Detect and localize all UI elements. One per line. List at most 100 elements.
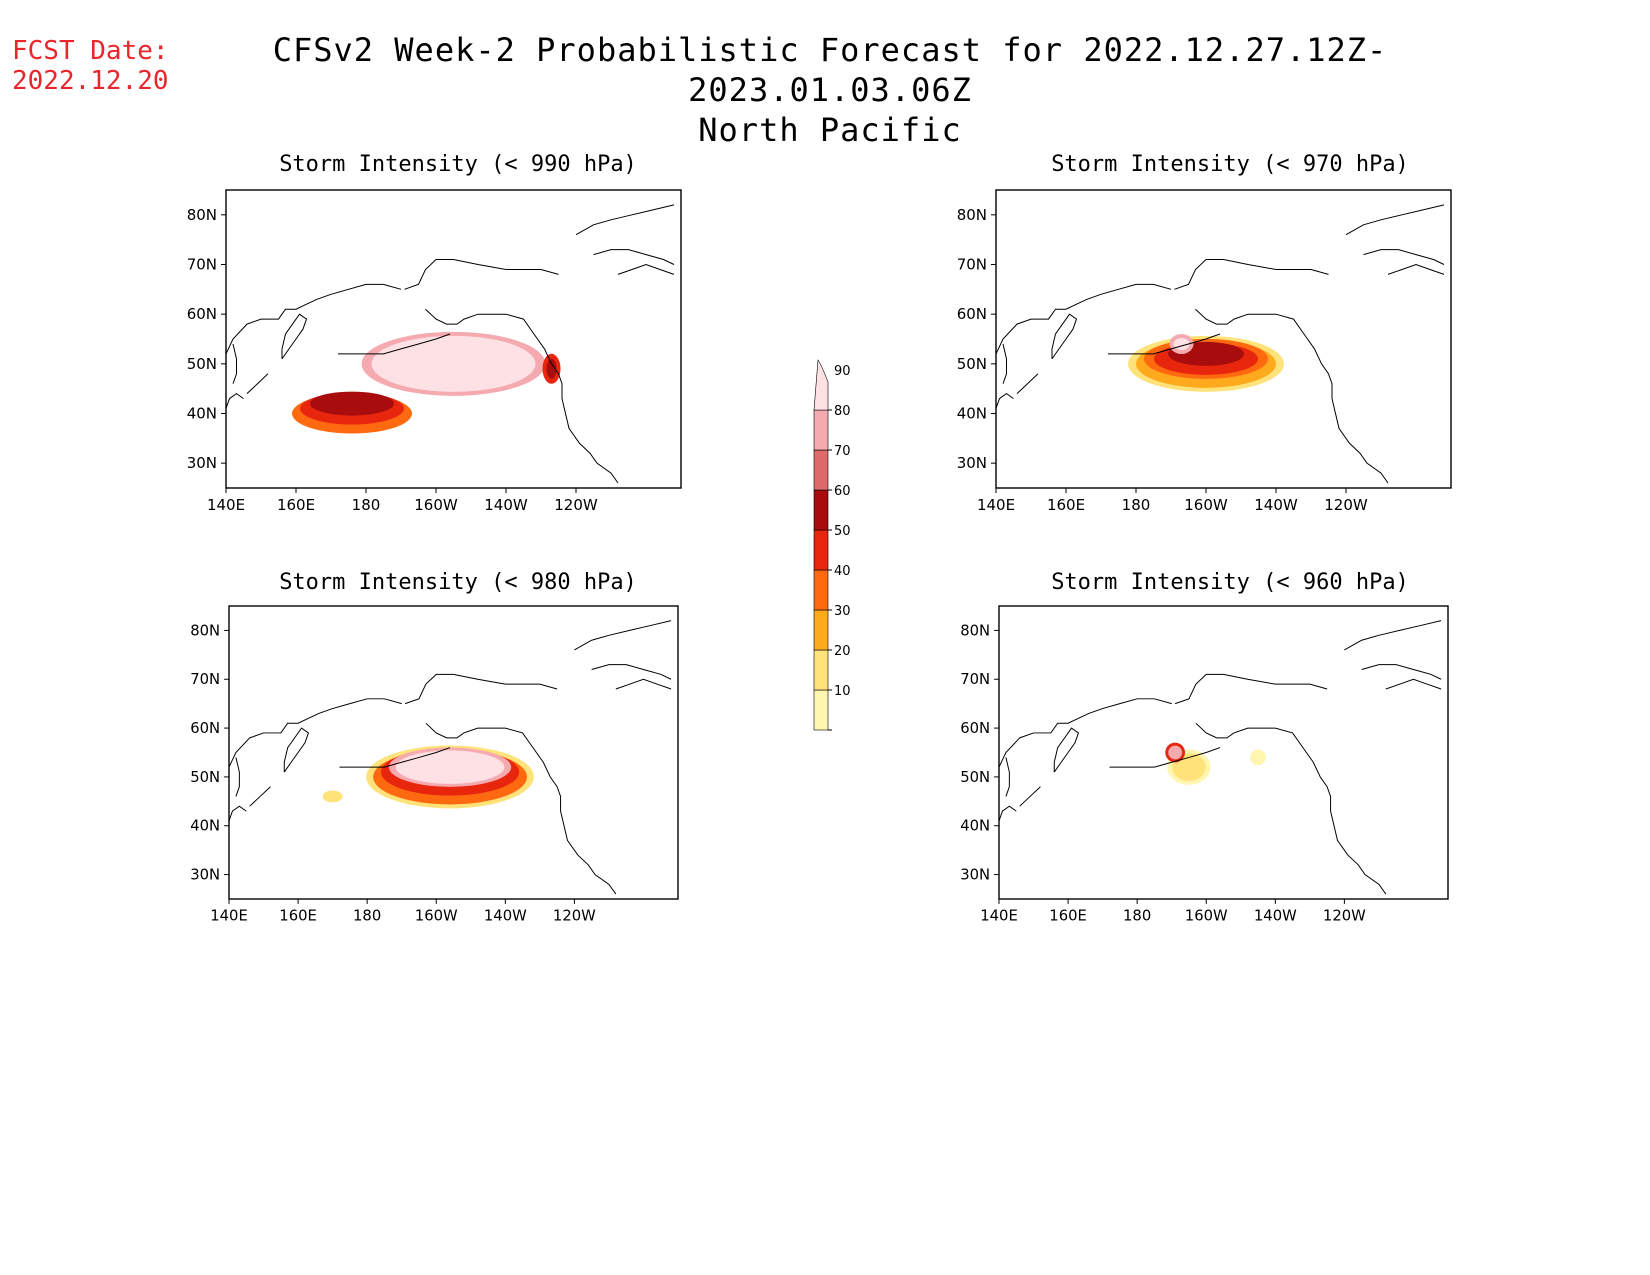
probability-colorbar: 10 20 30 40 50 60 70 80 90	[813, 359, 851, 731]
lon-tick-label: 160E	[1047, 496, 1085, 514]
lon-tick-label: 160W	[1184, 496, 1228, 514]
probability-shading	[322, 745, 534, 809]
forecast-date-block: FCST Date: 2022.12.20	[12, 36, 169, 96]
probability-region	[1250, 749, 1266, 766]
colorbar-label: 20	[834, 644, 851, 659]
colorbar-segment	[813, 689, 829, 731]
lat-tick-label: 50N	[187, 355, 217, 373]
lat-tick-label: 50N	[960, 769, 990, 786]
lat-tick-label: 60N	[957, 305, 987, 323]
coastline-segment	[996, 283, 1172, 355]
coastline-segment	[338, 333, 451, 355]
lon-tick-label: 160W	[415, 908, 458, 925]
lat-tick-label: 30N	[957, 454, 987, 472]
lon-tick-label: 140E	[207, 496, 245, 514]
lon-tick-label: 180	[352, 496, 381, 514]
lat-tick-label: 30N	[960, 867, 990, 884]
lat-tick-label: 80N	[960, 622, 990, 639]
lat-tick-label: 60N	[960, 720, 990, 737]
map-frame	[998, 605, 1449, 900]
coastline-segment	[593, 249, 675, 265]
colorbar-segment	[813, 489, 829, 531]
colorbar-segment	[813, 609, 829, 651]
coastline-segment	[226, 392, 244, 409]
lon-tick-label: 140W	[1254, 496, 1298, 514]
coastline-segment	[229, 698, 402, 768]
coastline-segment	[1005, 757, 1010, 797]
probability-region	[371, 335, 536, 392]
coastline-segment	[232, 343, 237, 384]
lat-tick-label: 40N	[187, 405, 217, 423]
coastline-segment	[1109, 747, 1221, 768]
probability-region	[310, 391, 394, 416]
coastline-segment	[404, 673, 558, 705]
coastline	[999, 620, 1442, 895]
lon-tick-label: 140W	[1254, 908, 1297, 925]
lon-tick-label: 120W	[554, 496, 598, 514]
lon-tick-label: 160E	[1049, 908, 1087, 925]
coastline-segment	[1108, 333, 1221, 355]
colorbar-segment	[813, 359, 829, 411]
lat-tick-label: 40N	[190, 818, 220, 835]
probability-region	[1168, 745, 1183, 760]
colorbar-segment	[813, 409, 829, 451]
map-frame	[225, 189, 682, 489]
probability-shading	[1128, 333, 1284, 392]
probability-region	[546, 358, 557, 379]
coastline-segment	[1051, 313, 1078, 360]
coastline-segment	[249, 786, 271, 807]
colorbar-label: 70	[834, 444, 851, 459]
lat-tick-label: 40N	[960, 818, 990, 835]
lat-tick-label: 70N	[960, 671, 990, 688]
lat-tick-label: 50N	[957, 355, 987, 373]
coastline-segment	[615, 678, 672, 690]
map-panel-960: 140E 160E 180 160W 140W 120W 80N 70N 60N 50N 40N 30…	[960, 605, 1449, 925]
map-frame	[228, 605, 679, 900]
coastline-segment	[1195, 722, 1387, 895]
probability-shading	[292, 331, 561, 434]
probability-shading	[1165, 742, 1266, 785]
lat-tick-label: 80N	[187, 206, 217, 224]
lat-tick-label: 80N	[190, 622, 220, 639]
lon-tick-label: 180	[353, 908, 381, 925]
colorbar-label: 40	[834, 564, 851, 579]
colorbar-label: 50	[834, 524, 851, 539]
lat-tick-label: 50N	[190, 769, 220, 786]
colorbar-segment	[813, 449, 829, 491]
coastline-segment	[1195, 308, 1389, 484]
coastline-segment	[591, 664, 672, 680]
coastline-segment	[1053, 727, 1080, 773]
panel-title-980: Storm Intensity (< 980 hPa)	[279, 570, 637, 595]
probability-region	[322, 790, 343, 803]
lat-tick-label: 70N	[190, 671, 220, 688]
lat-tick-label: 40N	[957, 405, 987, 423]
coastline-segment	[226, 283, 402, 355]
coastline-segment	[1387, 263, 1445, 275]
figure-subtitle: North Pacific	[698, 111, 962, 149]
colorbar-label: 80	[834, 404, 851, 419]
colorbar-label: 90	[834, 364, 851, 379]
colorbar-label: 60	[834, 484, 851, 499]
coastline-segment	[229, 805, 247, 821]
coastline-segment	[996, 392, 1014, 409]
coastline-segment	[425, 308, 619, 484]
lon-tick-label: 140E	[977, 496, 1015, 514]
coastline	[229, 620, 672, 895]
coastline-segment	[999, 698, 1172, 768]
coastline-segment	[1344, 620, 1442, 651]
colorbar-segment	[813, 569, 829, 611]
coastline-segment	[235, 757, 240, 797]
coastline	[996, 204, 1445, 484]
lon-tick-label: 160E	[279, 908, 317, 925]
colorbar-label: 10	[834, 684, 851, 699]
map-panel-980: 140E 160E 180 160W 140W 120W 80N 70N 60N 50N 40N 30…	[190, 605, 679, 925]
lon-tick-label: 140W	[484, 496, 528, 514]
probability-region	[395, 750, 505, 784]
figure-title: CFSv2 Week-2 Probabilistic Forecast for …	[272, 31, 1388, 109]
lon-tick-label: 160W	[1185, 908, 1228, 925]
lat-tick-label: 60N	[190, 720, 220, 737]
coastline-segment	[1174, 259, 1329, 290]
colorbar-segment	[813, 649, 829, 691]
map-panel-970: 140E 160E 180 160W 140W 120W 80N 70N 60N 50N 40N 30…	[957, 189, 1452, 514]
lon-tick-label: 140E	[980, 908, 1018, 925]
